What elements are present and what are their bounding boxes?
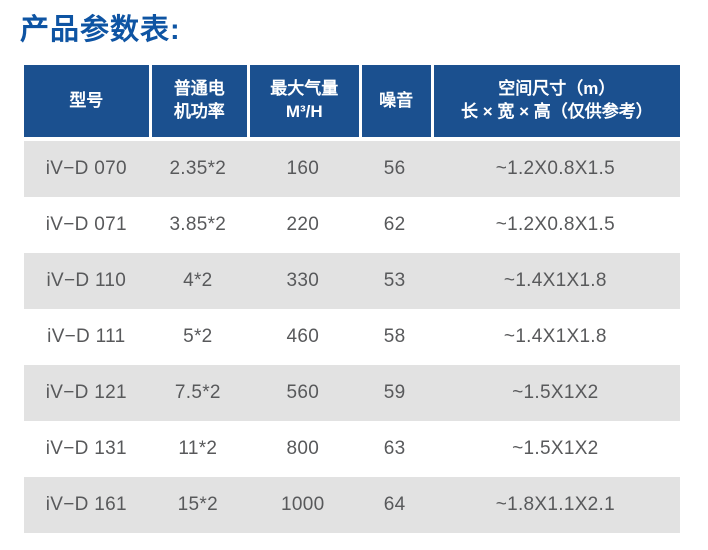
cell-model: iV−D 161	[45, 494, 127, 515]
cell-dimensions: ~1.8X1.1X2.1	[495, 494, 615, 515]
cell-dimensions: ~1.5X1X2	[512, 382, 599, 403]
table-row: iV−D 121 7.5*2 560 59 ~1.5X1X2	[24, 365, 680, 421]
header-max-airflow: 最大气量 M³/H	[247, 65, 359, 137]
cell-power: 11*2	[178, 438, 218, 459]
table-row: iV−D 071 3.85*2 220 62 ~1.2X0.8X1.5	[24, 197, 680, 253]
cell-model: iV−D 121	[45, 382, 127, 403]
cell-model: iV−D 070	[45, 158, 127, 179]
cell-noise: 63	[383, 438, 406, 459]
header-motor-power: 普通电 机功率	[148, 65, 248, 137]
cell-power: 7.5*2	[174, 382, 221, 403]
cell-model: iV−D 071	[45, 214, 127, 235]
page-title: 产品参数表:	[20, 14, 181, 46]
table-header-row: 型号 普通电 机功率 最大气量 M³/H 噪音 空间尺寸（m） 长 × 宽 × …	[24, 65, 680, 137]
cell-dimensions: ~1.5X1X2	[512, 438, 599, 459]
table-row: iV−D 131 11*2 800 63 ~1.5X1X2	[24, 421, 680, 477]
table-row: iV−D 111 5*2 460 58 ~1.4X1X1.8	[24, 309, 680, 365]
table-row: iV−D 110 4*2 330 53 ~1.4X1X1.8	[24, 253, 680, 309]
cell-airflow: 800	[286, 438, 320, 459]
cell-airflow: 160	[286, 158, 320, 179]
header-noise: 噪音	[358, 65, 431, 137]
header-model: 型号	[24, 65, 149, 137]
table-body: iV−D 070 2.35*2 160 56 ~1.2X0.8X1.5 iV−D 071 3…	[24, 141, 680, 533]
cell-dimensions: ~1.4X1X1.8	[503, 270, 607, 291]
cell-noise: 58	[383, 326, 406, 347]
product-spec-table: 型号 普通电 机功率 最大气量 M³/H 噪音 空间尺寸（m） 长 × 宽 × …	[24, 65, 680, 533]
cell-model: iV−D 110	[46, 270, 127, 291]
cell-airflow: 330	[286, 270, 320, 291]
cell-noise: 53	[383, 270, 406, 291]
cell-noise: 56	[383, 158, 406, 179]
cell-dimensions: ~1.2X0.8X1.5	[495, 214, 615, 235]
table-row: iV−D 161 15*2 1000 64 ~1.8X1.1X2.1	[24, 477, 680, 533]
cell-model: iV−D 111	[47, 326, 126, 347]
cell-airflow: 460	[286, 326, 320, 347]
cell-airflow: 560	[286, 382, 320, 403]
cell-model: iV−D 131	[45, 438, 127, 459]
cell-dimensions: ~1.4X1X1.8	[503, 326, 607, 347]
cell-power: 3.85*2	[169, 214, 227, 235]
cell-power: 2.35*2	[169, 158, 227, 179]
header-space-size: 空间尺寸（m） 长 × 宽 × 高（仅供参考）	[430, 65, 680, 137]
cell-power: 5*2	[183, 326, 213, 347]
cell-power: 15*2	[177, 494, 218, 515]
cell-power: 4*2	[183, 270, 213, 291]
cell-airflow: 1000	[281, 494, 325, 515]
cell-dimensions: ~1.2X0.8X1.5	[495, 158, 615, 179]
cell-noise: 62	[383, 214, 406, 235]
cell-noise: 59	[383, 382, 406, 403]
cell-airflow: 220	[286, 214, 320, 235]
cell-noise: 64	[383, 494, 406, 515]
table-row: iV−D 070 2.35*2 160 56 ~1.2X0.8X1.5	[24, 141, 680, 197]
